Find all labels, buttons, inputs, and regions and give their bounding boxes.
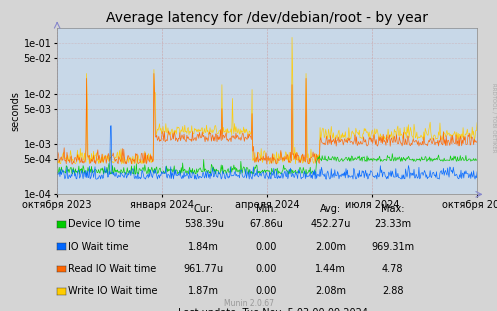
Text: Munin 2.0.67: Munin 2.0.67 [224,299,273,308]
Text: 1.84m: 1.84m [188,242,219,252]
Text: 1.87m: 1.87m [188,286,219,296]
Text: 23.33m: 23.33m [374,219,411,229]
Text: 4.78: 4.78 [382,264,404,274]
Text: Avg:: Avg: [320,204,341,214]
Text: 538.39u: 538.39u [184,219,224,229]
Text: Device IO time: Device IO time [68,219,141,229]
Text: Read IO Wait time: Read IO Wait time [68,264,157,274]
Text: RRDTOOL / TOBI OETIKER: RRDTOOL / TOBI OETIKER [491,83,496,153]
Text: 2.88: 2.88 [382,286,404,296]
Text: 1.44m: 1.44m [315,264,346,274]
Text: 0.00: 0.00 [255,286,277,296]
Text: 2.00m: 2.00m [315,242,346,252]
Text: 961.77u: 961.77u [184,264,224,274]
Text: Min:: Min: [255,204,276,214]
Text: 0.00: 0.00 [255,264,277,274]
Text: 452.27u: 452.27u [310,219,351,229]
Text: 969.31m: 969.31m [371,242,414,252]
Text: Last update: Tue Nov  5 03:00:09 2024: Last update: Tue Nov 5 03:00:09 2024 [178,308,368,311]
Text: Max:: Max: [381,204,405,214]
Text: 67.86u: 67.86u [249,219,283,229]
Text: Write IO Wait time: Write IO Wait time [68,286,158,296]
Text: 0.00: 0.00 [255,242,277,252]
Text: 2.08m: 2.08m [315,286,346,296]
Text: Cur:: Cur: [194,204,214,214]
Title: Average latency for /dev/debian/root - by year: Average latency for /dev/debian/root - b… [106,12,428,26]
Text: IO Wait time: IO Wait time [68,242,129,252]
Y-axis label: seconds: seconds [11,91,21,131]
